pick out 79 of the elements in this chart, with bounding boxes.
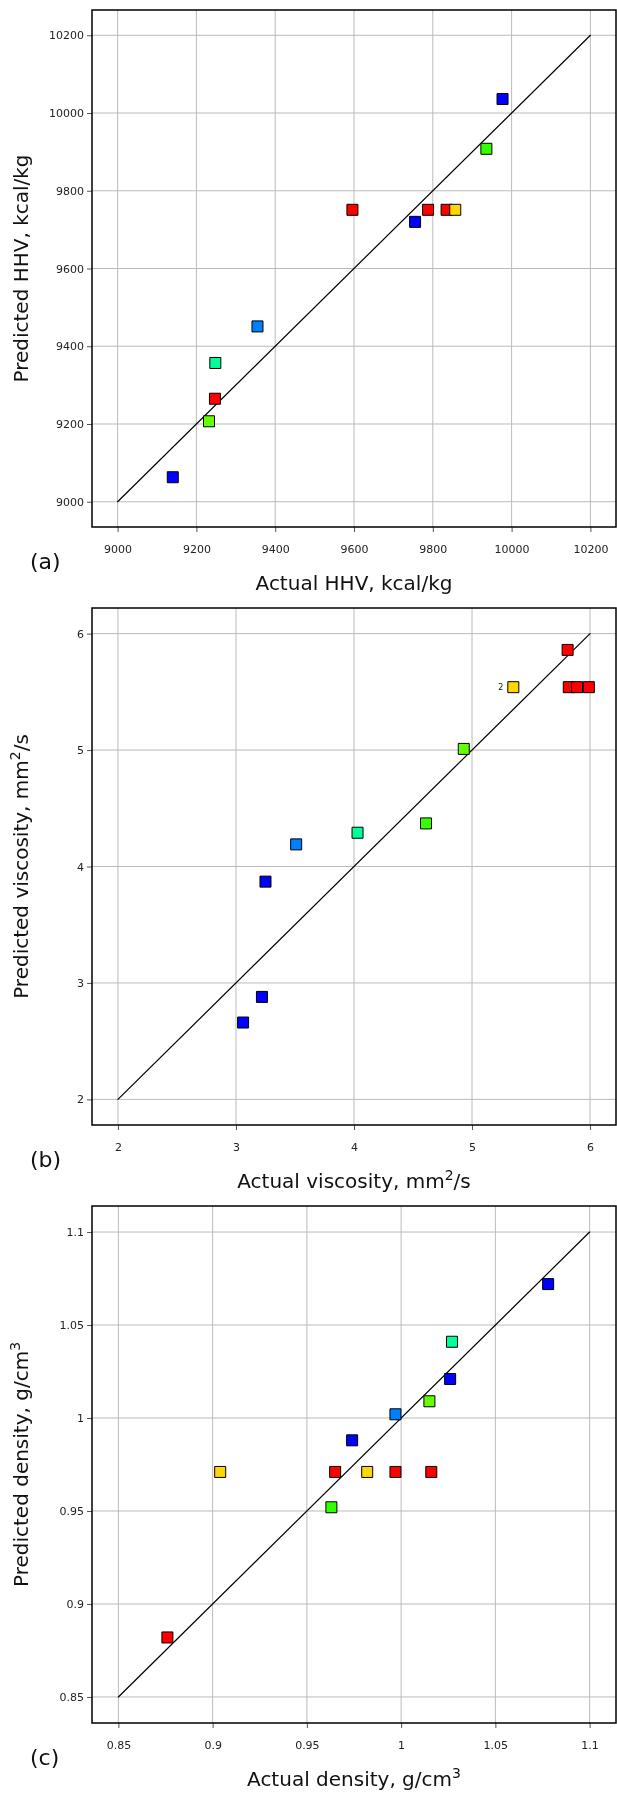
y-tick-label: 5: [77, 744, 84, 758]
point: [409, 215, 422, 228]
point: [561, 643, 574, 656]
point: [290, 838, 303, 851]
x-tick-label: 9200: [182, 542, 211, 556]
x-tick-label: 1: [398, 1738, 406, 1752]
x-tick-label: 2: [114, 1140, 122, 1154]
point: [446, 1335, 459, 1348]
x-tick-label: 5: [469, 1140, 477, 1154]
point: [423, 1395, 436, 1408]
point: [209, 356, 222, 369]
y-tick-label: 3: [77, 976, 84, 990]
point: [351, 826, 364, 839]
x-tick-label: 9000: [104, 542, 133, 556]
x-tick-label: 1.05: [483, 1738, 509, 1752]
x-tick-label: 0.9: [204, 1738, 222, 1752]
y-tick-label: 10200: [49, 29, 84, 43]
point: [457, 742, 470, 755]
point: [325, 1501, 338, 1514]
point: [419, 817, 432, 830]
point: [389, 1465, 402, 1478]
point: [208, 392, 221, 405]
point: [582, 681, 595, 694]
point: [389, 1408, 402, 1421]
annotation: 2: [498, 683, 504, 693]
y-tick-label: 9800: [56, 184, 84, 198]
y-tick-label: 1.05: [59, 1319, 84, 1333]
y-tick-label: 0.85: [59, 1690, 84, 1704]
point: [166, 471, 179, 484]
point: [251, 320, 264, 333]
point: [444, 1372, 457, 1385]
x-axis-title: Actual viscosity, mm$^{2}$/s: [237, 1167, 471, 1193]
x-tick-label: 10000: [494, 542, 530, 556]
y-tick-label: 9400: [56, 340, 84, 354]
y-tick-label: 0.9: [66, 1598, 84, 1611]
y-tick-label: 6: [77, 627, 84, 641]
point: [346, 203, 359, 216]
x-tick-label: 10200: [573, 542, 609, 556]
x-tick-label: 9400: [261, 542, 290, 556]
y-tick-label: 9200: [56, 418, 84, 432]
point: [571, 681, 584, 694]
x-tick-label: 0.95: [295, 1738, 320, 1752]
text: (a): [30, 549, 61, 574]
point: [496, 93, 509, 106]
y-tick-label: 9600: [56, 262, 84, 276]
x-tick-label: 0.85: [106, 1738, 132, 1752]
point: [161, 1631, 174, 1644]
point: [214, 1465, 227, 1478]
point: [237, 1016, 250, 1029]
point: [480, 142, 493, 155]
x-tick-label: 9800: [419, 542, 448, 556]
text: (c): [30, 1745, 60, 1770]
y-tick-label: 2: [77, 1093, 84, 1107]
point: [422, 203, 435, 216]
x-axis-title: Actual HHV, kcal/kg: [255, 571, 453, 595]
x-tick-label: 6: [587, 1140, 595, 1154]
x-tick-label: 1.1: [581, 1738, 599, 1752]
point: [346, 1434, 359, 1447]
x-tick-label: 4: [351, 1140, 358, 1154]
text: (b): [30, 1147, 62, 1172]
point: [449, 203, 462, 216]
point: [542, 1278, 555, 1291]
point: [507, 681, 520, 694]
y-tick-label: 1: [77, 1412, 84, 1426]
y-tick-label: 1.1: [66, 1226, 84, 1240]
y-tick-label: 0.95: [59, 1505, 84, 1519]
y-tick-label: 9000: [56, 495, 84, 509]
point: [361, 1465, 374, 1478]
point: [329, 1465, 342, 1478]
y-axis-title: Predicted HHV, kcal/kg: [9, 154, 33, 383]
point: [259, 875, 272, 888]
x-tick-label: 9600: [340, 542, 369, 556]
point: [425, 1465, 438, 1478]
x-axis-title: Actual density, g/cm$^{3}$: [247, 1765, 461, 1791]
y-tick-label: 10000: [49, 107, 84, 121]
point: [203, 415, 216, 428]
x-tick-label: 3: [232, 1140, 240, 1154]
y-tick-label: 4: [77, 860, 84, 874]
point: [255, 990, 268, 1003]
